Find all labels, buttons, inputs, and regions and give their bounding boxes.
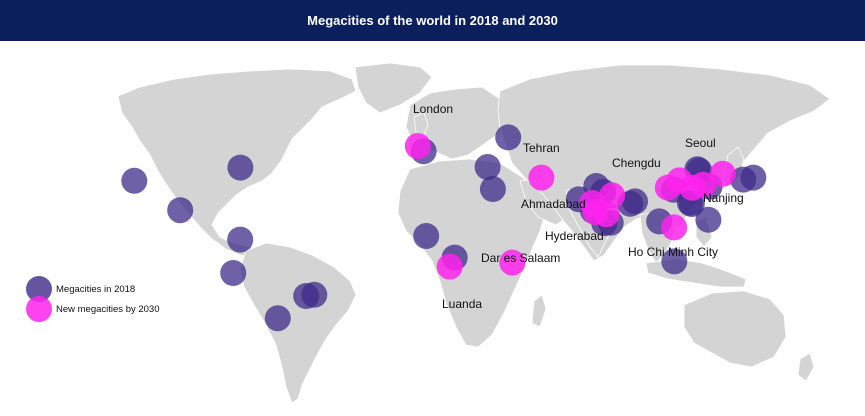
marker-megacity-2018 [730, 166, 757, 193]
marker-megacity-2018 [479, 176, 506, 202]
label-hyderabad: Hyderabad [545, 229, 604, 243]
label-ahmadabad: Ahmadabad [521, 197, 586, 211]
label-nanjing: Nanjing [703, 191, 744, 205]
legend-label-new: New megacities by 2030 [56, 303, 160, 315]
world-map-svg: London Tehran Seoul Chengdu Nanjing Ahma… [117, 62, 831, 404]
label-seoul: Seoul [685, 136, 716, 150]
marker-megacity-2018 [474, 154, 501, 180]
label-dar-es-salaam: Dar es Salaam [481, 251, 560, 265]
world-map: London Tehran Seoul Chengdu Nanjing Ahma… [0, 41, 865, 416]
marker-megacity-2018 [301, 281, 328, 308]
marker-megacity-2018 [264, 305, 291, 332]
city-markers [121, 124, 767, 332]
marker-new-megacity [661, 214, 688, 241]
label-luanda: Luanda [442, 297, 482, 311]
header-bar: Megacities of the world in 2018 and 2030 [0, 0, 865, 41]
label-hcmc: Ho Chi Minh City [628, 245, 718, 259]
label-chengdu: Chengdu [612, 156, 661, 170]
marker-new-megacity [666, 167, 693, 194]
marker-megacity-2018 [227, 226, 254, 253]
label-tehran: Tehran [523, 141, 560, 155]
marker-new-megacity [404, 133, 431, 159]
marker-new-megacity [582, 199, 609, 225]
land-layer [117, 62, 831, 404]
marker-megacity-2018 [622, 188, 648, 215]
marker-new-megacity [528, 164, 555, 191]
marker-megacity-2018 [413, 223, 440, 249]
landmass-indonesia [645, 258, 747, 288]
landmass-madagascar [531, 294, 547, 328]
marker-megacity-2018 [121, 167, 148, 194]
map-legend: Megacities in 2018 New megacities by 203… [26, 276, 160, 322]
marker-megacity-2018 [661, 248, 688, 275]
landmass-new-zealand [797, 352, 815, 382]
marker-megacity-2018 [220, 260, 247, 286]
legend-item-existing: Megacities in 2018 [26, 276, 160, 302]
legend-item-new: New megacities by 2030 [26, 296, 160, 322]
marker-megacity-2018 [495, 124, 522, 151]
legend-swatch-new [26, 296, 52, 322]
marker-megacity-2018 [227, 154, 254, 181]
marker-new-megacity [436, 253, 463, 280]
landmass-south-america [239, 242, 357, 404]
marker-megacity-2018 [695, 206, 722, 233]
city-labels: London Tehran Seoul Chengdu Nanjing Ahma… [413, 102, 744, 311]
marker-new-megacity [599, 182, 626, 209]
map-title: Megacities of the world in 2018 and 2030 [307, 13, 558, 28]
marker-megacity-2018 [167, 197, 194, 224]
marker-new-megacity [709, 160, 736, 187]
landmass-britain [413, 112, 429, 136]
legend-label-existing: Megacities in 2018 [56, 283, 136, 295]
label-london: London [413, 102, 453, 116]
landmass-greenland [354, 62, 433, 114]
landmass-australia [683, 290, 787, 368]
marker-new-megacity [499, 249, 526, 276]
